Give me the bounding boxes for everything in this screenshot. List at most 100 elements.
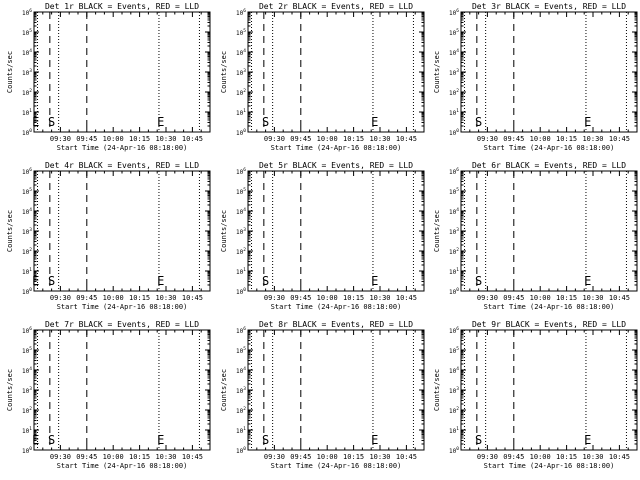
y-tick-label: 100 bbox=[236, 446, 246, 455]
x-tick-label: 10:30 bbox=[582, 453, 603, 461]
x-tick-label: 09:30 bbox=[50, 135, 71, 143]
plot-frame bbox=[33, 11, 211, 133]
start-marker: S bbox=[262, 115, 269, 129]
y-axis-label: Counts/sec bbox=[433, 51, 441, 93]
x-tick-label: 09:30 bbox=[264, 135, 285, 143]
y-tick-label: 102 bbox=[22, 406, 32, 415]
x-tick-label: 09:45 bbox=[503, 453, 524, 461]
chart-panel-3: Det 3r BLACK = Events, RED = LLD 100 101 10… bbox=[433, 2, 638, 152]
x-axis-label: Start Time (24-Apr-16 08:18:00) bbox=[484, 303, 615, 311]
y-tick-label: 104 bbox=[22, 48, 32, 57]
plot-frame bbox=[33, 170, 211, 292]
x-tick-label: 09:30 bbox=[477, 294, 498, 302]
y-tick-label: 104 bbox=[449, 366, 459, 375]
start-marker: S bbox=[475, 433, 482, 447]
end-marker: E bbox=[584, 274, 591, 288]
y-tick-label: 106 bbox=[449, 326, 459, 335]
plot-frame bbox=[460, 170, 638, 292]
y-tick-label: 104 bbox=[236, 207, 246, 216]
x-tick-label: 09:45 bbox=[76, 294, 97, 302]
x-tick-label: 09:30 bbox=[50, 453, 71, 461]
x-tick-label: 10:00 bbox=[317, 453, 338, 461]
x-tick-label: 09:30 bbox=[50, 294, 71, 302]
x-tick-label: 10:00 bbox=[317, 294, 338, 302]
end-marker: E bbox=[371, 115, 378, 129]
y-tick-label: 106 bbox=[22, 8, 32, 17]
x-tick-label: 10:00 bbox=[103, 294, 124, 302]
x-tick-label: 10:00 bbox=[530, 135, 551, 143]
end-marker: E bbox=[157, 433, 164, 447]
y-tick-label: 100 bbox=[22, 446, 32, 455]
plot-frame bbox=[247, 170, 425, 292]
y-tick-label: 101 bbox=[236, 108, 246, 117]
x-axis-label: Start Time (24-Apr-16 08:18:00) bbox=[57, 462, 188, 470]
y-axis-label: Counts/sec bbox=[6, 369, 14, 411]
y-tick-label: 105 bbox=[449, 346, 459, 355]
y-tick-label: 102 bbox=[449, 247, 459, 256]
y-tick-label: 103 bbox=[449, 68, 459, 77]
x-tick-label: 09:45 bbox=[76, 453, 97, 461]
x-tick-label: 10:45 bbox=[609, 135, 630, 143]
chart-panel-2: Det 2r BLACK = Events, RED = LLD 100 101 10… bbox=[220, 2, 425, 152]
y-tick-label: 106 bbox=[22, 167, 32, 176]
start-marker: S bbox=[262, 433, 269, 447]
y-tick-label: 104 bbox=[22, 366, 32, 375]
x-tick-label: 10:30 bbox=[155, 135, 176, 143]
y-axis-label: Counts/sec bbox=[433, 369, 441, 411]
x-tick-label: 09:45 bbox=[290, 453, 311, 461]
x-tick-label: 10:15 bbox=[129, 294, 150, 302]
x-tick-label: 10:15 bbox=[556, 294, 577, 302]
x-tick-label: 10:30 bbox=[582, 135, 603, 143]
start-marker: S bbox=[262, 274, 269, 288]
chart-panel-6: Det 6r BLACK = Events, RED = LLD 100 101 10… bbox=[433, 161, 638, 311]
x-tick-label: 10:15 bbox=[556, 453, 577, 461]
x-tick-label: 10:00 bbox=[530, 453, 551, 461]
y-axis-label: Counts/sec bbox=[220, 369, 228, 411]
end-marker: E bbox=[32, 274, 39, 288]
y-tick-label: 101 bbox=[449, 108, 459, 117]
x-tick-label: 10:30 bbox=[155, 453, 176, 461]
x-tick-label: 10:15 bbox=[129, 135, 150, 143]
y-axis-label: Counts/sec bbox=[433, 210, 441, 252]
y-tick-label: 105 bbox=[236, 346, 246, 355]
y-tick-label: 105 bbox=[236, 187, 246, 196]
end-marker: E bbox=[584, 433, 591, 447]
y-axis-label: Counts/sec bbox=[220, 210, 228, 252]
chart-title: Det 5r BLACK = Events, RED = LLD bbox=[259, 161, 413, 170]
y-tick-label: 106 bbox=[449, 8, 459, 17]
x-tick-label: 09:45 bbox=[290, 135, 311, 143]
y-tick-label: 106 bbox=[236, 326, 246, 335]
x-tick-label: 10:15 bbox=[129, 453, 150, 461]
end-marker: E bbox=[371, 433, 378, 447]
end-marker: E bbox=[157, 274, 164, 288]
x-tick-label: 10:00 bbox=[530, 294, 551, 302]
chart-title: Det 3r BLACK = Events, RED = LLD bbox=[472, 2, 626, 11]
x-tick-label: 10:00 bbox=[103, 453, 124, 461]
x-tick-label: 09:45 bbox=[76, 135, 97, 143]
y-tick-label: 103 bbox=[22, 386, 32, 395]
y-tick-label: 102 bbox=[449, 88, 459, 97]
y-tick-label: 103 bbox=[22, 68, 32, 77]
end-marker: E bbox=[157, 115, 164, 129]
x-tick-label: 10:15 bbox=[343, 135, 364, 143]
x-axis-label: Start Time (24-Apr-16 08:18:00) bbox=[271, 303, 402, 311]
plot-frame bbox=[247, 329, 425, 451]
y-tick-label: 105 bbox=[236, 28, 246, 37]
y-tick-label: 106 bbox=[22, 326, 32, 335]
x-tick-label: 10:15 bbox=[343, 453, 364, 461]
y-axis-label: Counts/sec bbox=[220, 51, 228, 93]
y-tick-label: 104 bbox=[236, 48, 246, 57]
start-marker: S bbox=[48, 274, 55, 288]
y-tick-label: 104 bbox=[236, 366, 246, 375]
x-tick-label: 10:30 bbox=[369, 294, 390, 302]
y-tick-label: 102 bbox=[449, 406, 459, 415]
x-tick-label: 10:30 bbox=[369, 453, 390, 461]
x-tick-label: 10:30 bbox=[155, 294, 176, 302]
y-tick-label: 101 bbox=[22, 108, 32, 117]
y-tick-label: 102 bbox=[236, 88, 246, 97]
x-tick-label: 09:30 bbox=[264, 453, 285, 461]
x-tick-label: 10:00 bbox=[317, 135, 338, 143]
chart-panel-8: Det 8r BLACK = Events, RED = LLD 100 101 10… bbox=[220, 320, 425, 470]
y-tick-label: 100 bbox=[236, 128, 246, 137]
